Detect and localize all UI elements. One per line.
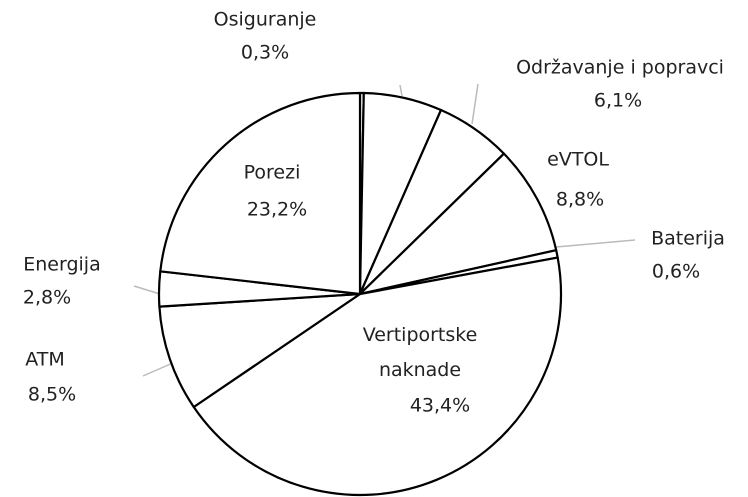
leader-line [471, 83, 479, 125]
value-label: 23,2% [246, 198, 308, 221]
pie-slice [158, 292, 362, 409]
slice-label: ATM [25, 348, 65, 371]
value-label: 2,8% [22, 286, 72, 309]
slice-label: Osiguranje [213, 8, 317, 31]
slice-label: Baterija [651, 227, 725, 250]
leader-line [399, 84, 403, 97]
value-label: 8,8% [555, 188, 605, 211]
value-label: 6,1% [593, 89, 643, 112]
value-label: 0,6% [651, 260, 701, 283]
value-label: 0,3% [240, 41, 290, 64]
slice-label: Vertiportske naknade [362, 324, 478, 381]
leader-lines [133, 83, 636, 377]
slice-label: Energija [23, 253, 101, 276]
pie-slice [358, 152, 558, 296]
slice-label: Porezi [243, 161, 301, 184]
leader-line [133, 285, 161, 295]
slice-label: Održavanje i popravci [516, 56, 724, 79]
value-label: 43,4% [409, 394, 471, 417]
leader-line [142, 361, 176, 377]
pie-slice [192, 256, 563, 497]
slice-label: eVTOL [547, 148, 609, 171]
pie-slice [159, 91, 362, 296]
value-label: 8,5% [27, 383, 77, 406]
leader-line [555, 239, 636, 248]
